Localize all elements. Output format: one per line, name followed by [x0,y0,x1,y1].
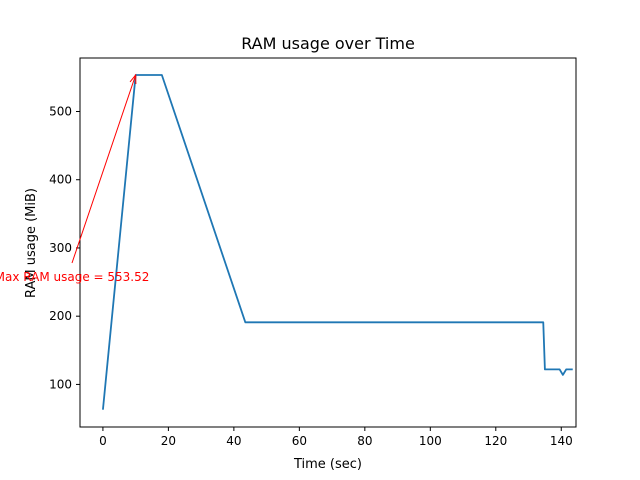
x-tick-label: 40 [226,434,241,448]
x-tick-label: 80 [357,434,372,448]
axes: 0 20 40 60 80 100 120 140 100 200 300 400 500 [49,104,573,448]
x-axis-label: Time (sec) [293,457,362,472]
y-tick-label: 300 [49,241,72,255]
x-tick-label: 140 [550,434,573,448]
annotation-arrowhead [129,73,137,84]
x-tick-label: 60 [292,434,307,448]
y-axis-label: RAM usage (MiB) [24,188,39,298]
y-tick-label: 100 [49,377,72,391]
max-annotation: Max RAM usage = 553.52 [0,73,149,284]
annotation-arrow [71,74,137,264]
ram-usage-line [102,74,573,410]
x-tick-label: 0 [99,434,107,448]
chart-title: RAM usage over Time [241,34,415,53]
annotation-label: Max RAM usage = 553.52 [0,270,149,284]
x-tick-label: 100 [419,434,442,448]
y-tick-label: 500 [49,104,72,118]
x-tick-label: 20 [161,434,176,448]
plot-frame [79,57,577,428]
y-tick-label: 400 [49,173,72,187]
y-tick-label: 200 [49,309,72,323]
plot-area [102,74,573,410]
x-tick-label: 120 [484,434,507,448]
